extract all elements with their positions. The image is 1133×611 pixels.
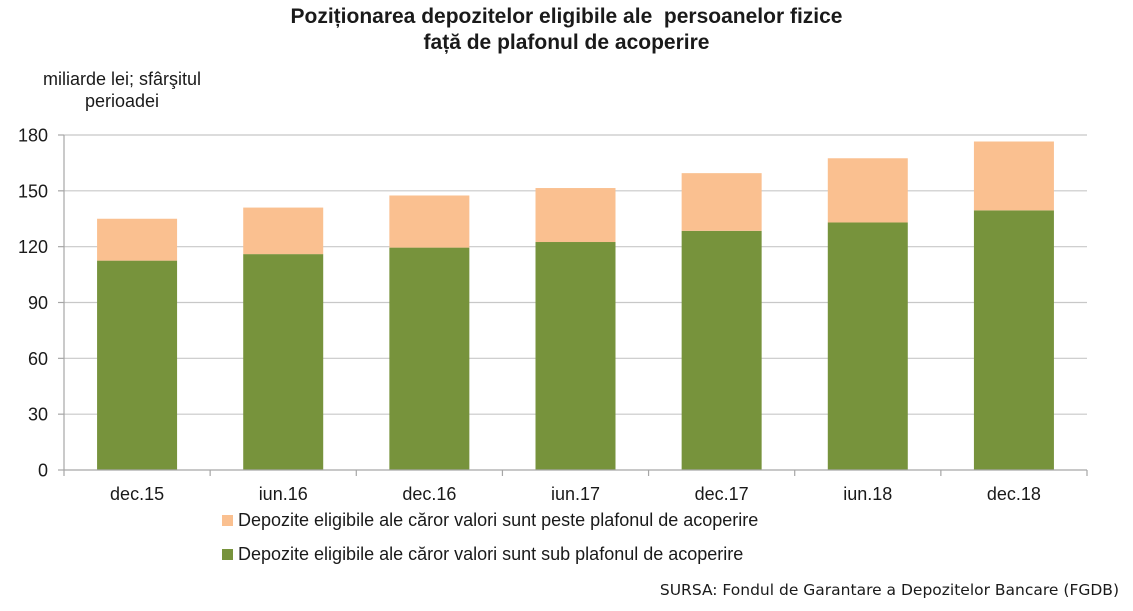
unit-label-line-2: perioadei	[84, 91, 160, 111]
y-tick-label: 0	[38, 461, 48, 481]
bar-segment-above-ceiling	[681, 173, 762, 231]
bar-segment-above-ceiling	[827, 158, 908, 223]
y-tick-label: 90	[28, 293, 48, 313]
bar-segment-below-ceiling	[97, 260, 178, 470]
chart-title-line-1: Poziționarea depozitelor eligibile ale p…	[290, 5, 843, 28]
bar-segment-above-ceiling	[389, 195, 470, 248]
legend-item-below-ceiling: Depozite eligibile ale căror valori sunt…	[222, 543, 743, 565]
y-tick-label: 60	[28, 349, 48, 369]
bar-segment-above-ceiling	[243, 207, 324, 255]
x-tick-label: iun.17	[551, 484, 600, 504]
bar-segment-below-ceiling	[389, 247, 470, 470]
chart-title: Poziționarea depozitelor eligibile ale p…	[0, 4, 1133, 56]
bar-segment-above-ceiling	[973, 141, 1054, 211]
source-note: SURSA: Fondul de Garantare a Depozitelor…	[659, 581, 1119, 599]
legend-item-above-ceiling: Depozite eligibile ale căror valori sunt…	[222, 509, 758, 531]
x-tick-label: iun.16	[259, 484, 308, 504]
legend-swatch-below-ceiling	[222, 548, 233, 560]
bar-segment-below-ceiling	[973, 210, 1054, 470]
x-tick-label: dec.18	[987, 484, 1041, 504]
legend-swatch-above-ceiling	[222, 514, 233, 526]
y-tick-label: 150	[18, 181, 48, 201]
y-tick-label: 30	[28, 405, 48, 425]
x-tick-label: iun.18	[843, 484, 892, 504]
y-tick-label: 180	[18, 126, 48, 146]
y-axis-unit-label: miliarde lei; sfârşitul perioadei	[16, 68, 228, 112]
x-tick-label: dec.15	[110, 484, 164, 504]
bar-segment-above-ceiling	[97, 218, 178, 261]
bar-segment-below-ceiling	[681, 230, 762, 470]
bar-segment-above-ceiling	[535, 188, 616, 243]
legend-label-below-ceiling: Depozite eligibile ale căror valori sunt…	[238, 544, 744, 564]
y-tick-label: 120	[18, 237, 48, 257]
bar-segment-below-ceiling	[827, 222, 908, 470]
unit-label-line-1: miliarde lei; sfârşitul	[42, 69, 202, 89]
chart-title-line-2: față de plafonul de acoperire	[423, 31, 710, 54]
bar-segment-below-ceiling	[535, 242, 616, 470]
x-tick-label: dec.17	[695, 484, 749, 504]
x-tick-label: dec.16	[402, 484, 456, 504]
bar-segment-below-ceiling	[243, 254, 324, 470]
legend-label-above-ceiling: Depozite eligibile ale căror valori sunt…	[238, 510, 759, 530]
